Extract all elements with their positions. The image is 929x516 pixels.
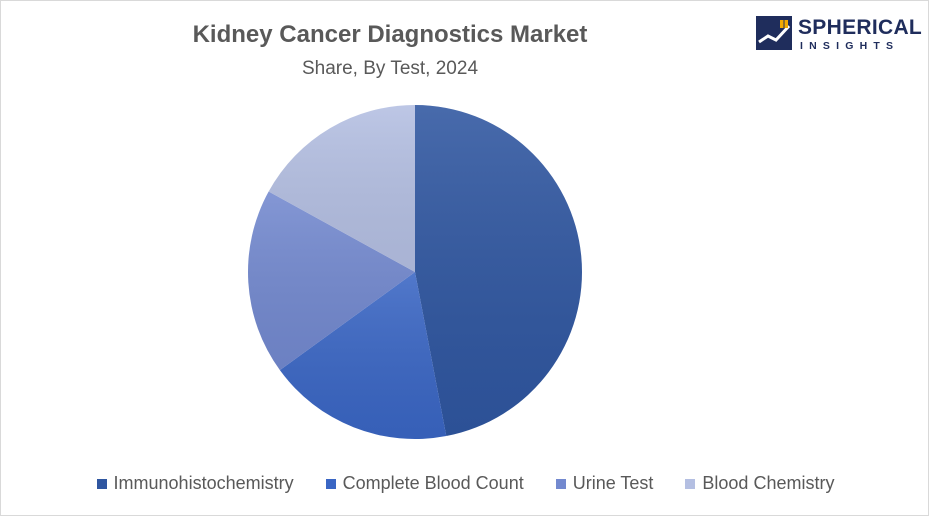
- logo-tagline: INSIGHTS: [800, 40, 900, 52]
- pie-slice-shading: [268, 105, 415, 272]
- legend-item: Complete Blood Count: [325, 473, 524, 494]
- legend-item: Immunohistochemistry: [96, 473, 294, 494]
- legend-label: Immunohistochemistry: [113, 473, 294, 493]
- legend-swatch: [325, 478, 336, 489]
- pie-slice-shading: [248, 191, 415, 371]
- legend-swatch: [555, 478, 566, 489]
- chart-legend: Immunohistochemistry Complete Blood Count…: [1, 473, 929, 494]
- legend-label: Urine Test: [572, 473, 654, 493]
- legend-label: Complete Blood Count: [342, 473, 524, 493]
- legend-item: Urine Test: [555, 473, 654, 494]
- legend-swatch: [685, 478, 696, 489]
- legend-label: Blood Chemistry: [702, 473, 835, 493]
- chart-subtitle: Share, By Test, 2024: [301, 58, 479, 79]
- legend-swatch: [96, 478, 107, 489]
- logo-mark-icon: [756, 16, 792, 50]
- pie-chart: [248, 105, 582, 439]
- logo-name: SPHERICAL: [798, 16, 923, 39]
- pie-slice-shading: [415, 105, 582, 437]
- chart-title: Kidney Cancer Diagnostics Market: [192, 21, 588, 48]
- spherical-insights-logo: SPHERICAL INSIGHTS: [756, 14, 923, 54]
- legend-item: Blood Chemistry: [685, 473, 834, 494]
- pie-slice-shading: [279, 272, 447, 439]
